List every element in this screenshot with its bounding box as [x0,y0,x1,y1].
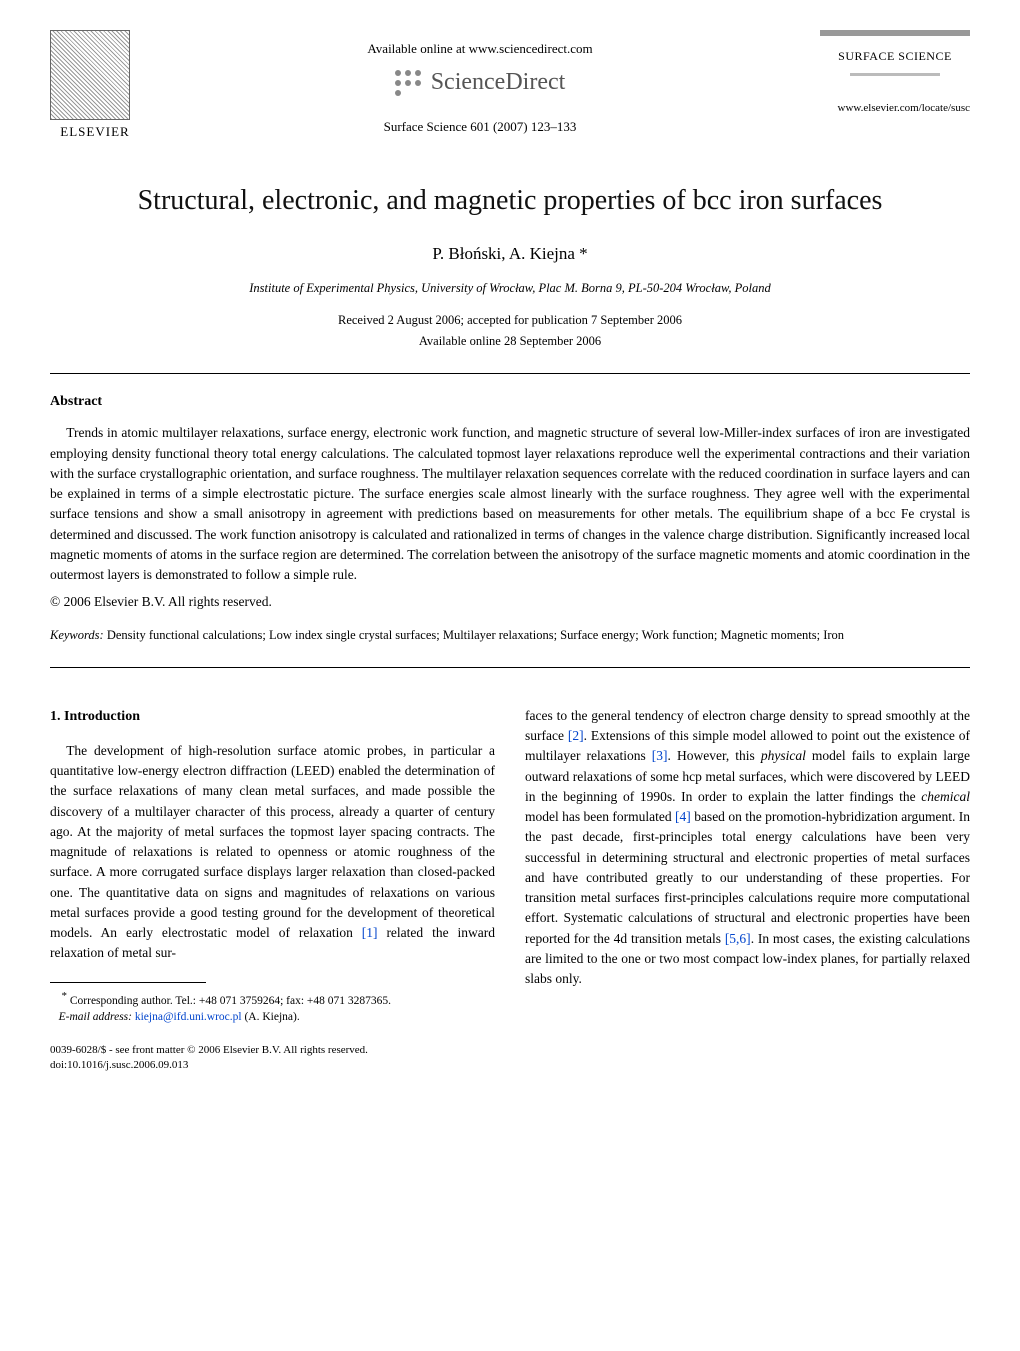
received-date: Received 2 August 2006; accepted for pub… [50,312,970,330]
email-label: E-mail address: [59,1011,132,1023]
ref-link-56[interactable]: [5,6] [725,931,751,946]
physical-italic: physical [761,748,806,763]
doi-line: doi:10.1016/j.susc.2006.09.013 [50,1058,495,1073]
footnote-rule [50,982,206,983]
elsevier-text: ELSEVIER [50,123,140,141]
authors: P. Błoński, A. Kiejna * [50,242,970,266]
elsevier-tree-icon [50,30,130,120]
chemical-italic: chemical [921,789,970,804]
journal-reference: Surface Science 601 (2007) 123–133 [140,118,820,136]
header-row: ELSEVIER Available online at www.science… [50,30,970,141]
corresponding-text: Corresponding author. Tel.: +48 071 3759… [70,994,391,1006]
keywords-text: Density functional calculations; Low ind… [104,628,844,642]
abstract-heading: Abstract [50,392,970,412]
online-date: Available online 28 September 2006 [50,333,970,351]
intro-text-2c: . However, this [668,748,761,763]
ref-link-4[interactable]: [4] [675,809,691,824]
journal-bar-top [820,30,970,36]
journal-bar-bottom [850,73,940,76]
intro-text-2f: based on the promotion-hybridization arg… [525,809,970,946]
rule-below-keywords [50,667,970,668]
abstract-copyright: © 2006 Elsevier B.V. All rights reserved… [50,593,970,612]
sciencedirect-text: ScienceDirect [431,66,566,100]
sciencedirect-dots-icon [395,70,421,96]
sciencedirect-logo: ScienceDirect [140,66,820,100]
journal-name: SURFACE SCIENCE [820,48,970,65]
intro-paragraph-left: The development of high-resolution surfa… [50,741,495,964]
section-1-heading: 1. Introduction [50,706,495,727]
article-title: Structural, electronic, and magnetic pro… [50,181,970,220]
locate-url: www.elsevier.com/locate/susc [820,101,970,116]
ref-link-3[interactable]: [3] [652,748,668,763]
author-email[interactable]: kiejna@ifd.uni.wroc.pl [135,1011,242,1023]
doi-block: 0039-6028/$ - see front matter © 2006 El… [50,1043,495,1074]
intro-text-2e: model has been formulated [525,809,675,824]
affiliation: Institute of Experimental Physics, Unive… [50,280,970,298]
intro-text-1a: The development of high-resolution surfa… [50,743,495,940]
journal-cover-box: SURFACE SCIENCE www.elsevier.com/locate/… [820,30,970,116]
ref-link-2[interactable]: [2] [568,728,584,743]
keywords-label: Keywords: [50,628,104,642]
elsevier-logo-block: ELSEVIER [50,30,140,141]
column-left: 1. Introduction The development of high-… [50,706,495,1074]
available-online-text: Available online at www.sciencedirect.co… [140,40,820,58]
column-right: faces to the general tendency of electro… [525,706,970,1074]
corresponding-author-footnote: * Corresponding author. Tel.: +48 071 37… [50,989,495,1025]
front-matter-line: 0039-6028/$ - see front matter © 2006 El… [50,1043,495,1058]
ref-link-1[interactable]: [1] [362,925,378,940]
intro-paragraph-right: faces to the general tendency of electro… [525,706,970,990]
rule-above-abstract [50,373,970,374]
header-center: Available online at www.sciencedirect.co… [140,30,820,136]
body-columns: 1. Introduction The development of high-… [50,706,970,1074]
email-suffix: (A. Kiejna). [242,1011,300,1023]
keywords-line: Keywords: Density functional calculation… [50,626,970,645]
asterisk-icon: * [62,990,68,1002]
abstract-text: Trends in atomic multilayer relaxations,… [50,423,970,585]
